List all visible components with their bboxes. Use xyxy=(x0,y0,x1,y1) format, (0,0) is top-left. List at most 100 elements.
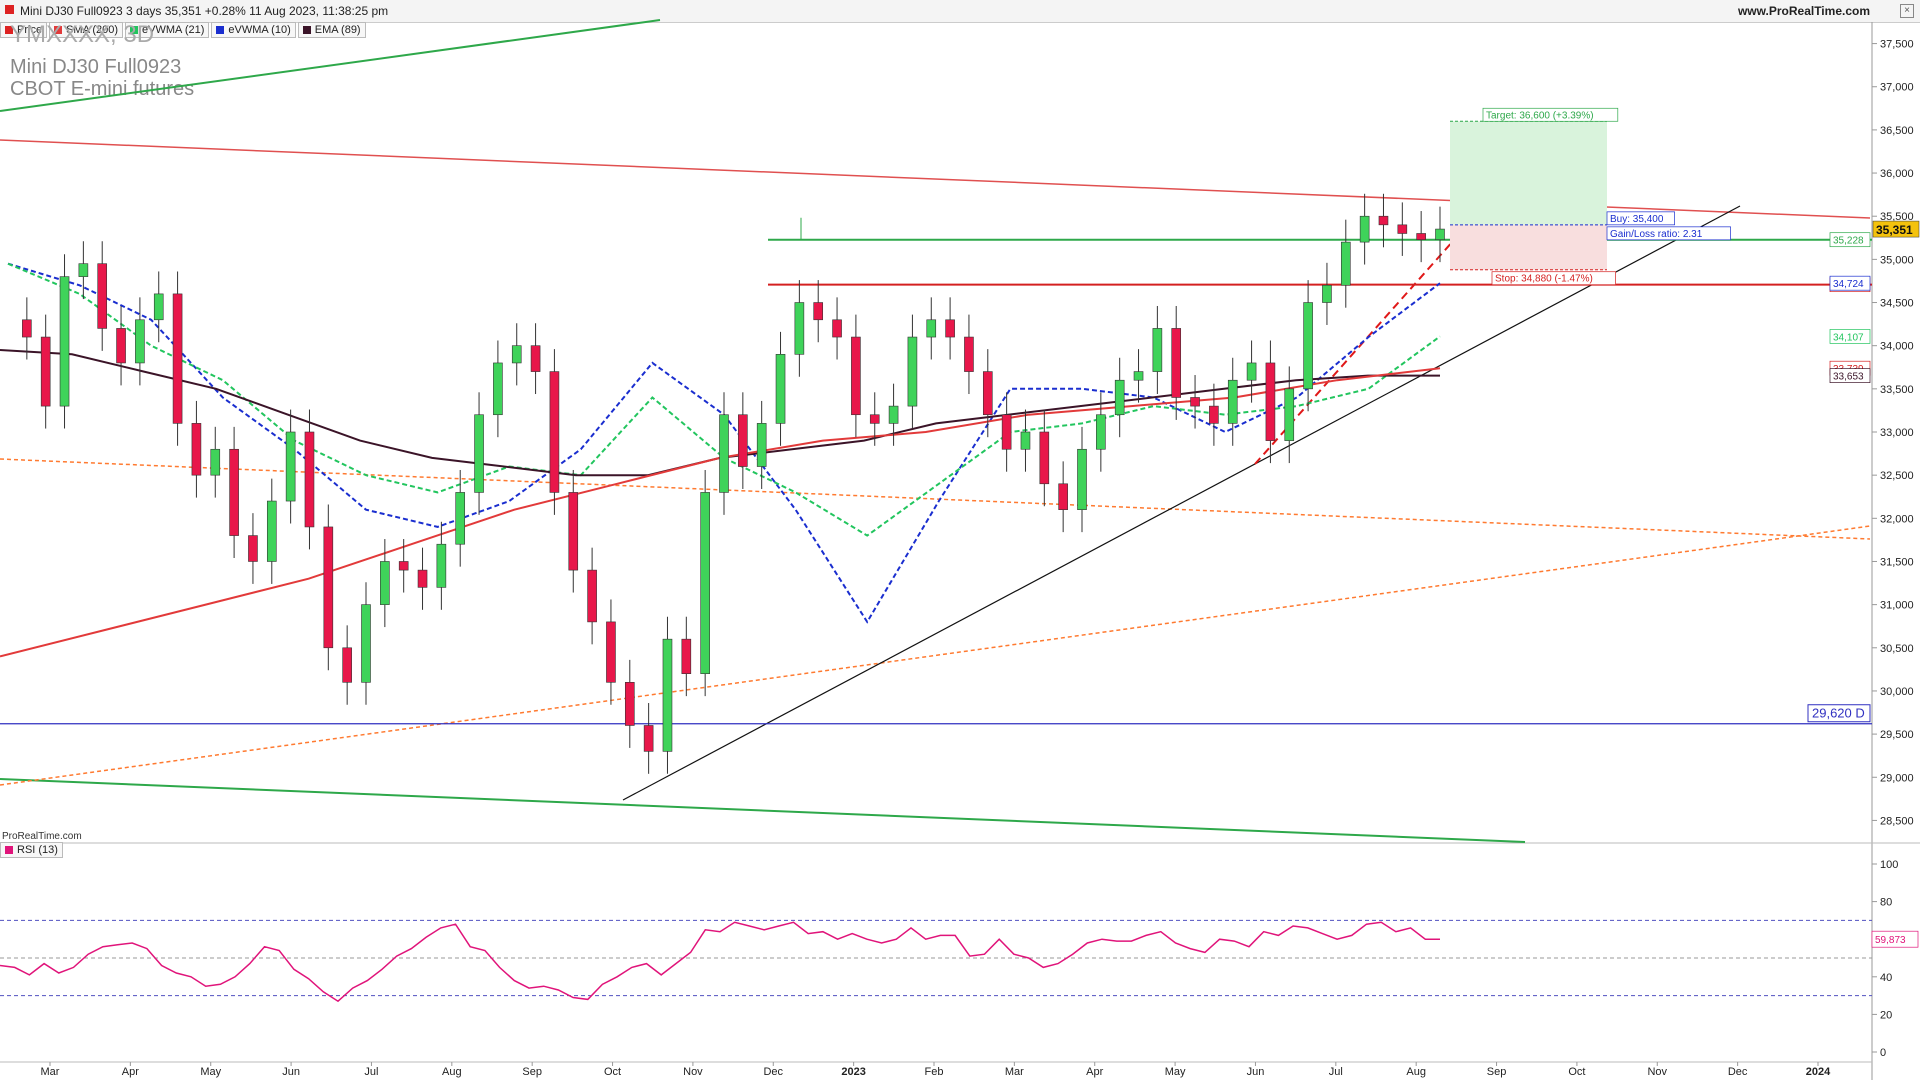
candle-body xyxy=(1378,215,1389,226)
price-tag-box xyxy=(1829,368,1871,383)
price-tick-label: 28,500 xyxy=(1880,815,1914,827)
candle-body xyxy=(700,492,710,674)
instrument-name: Mini DJ30 Full0923 xyxy=(10,56,182,78)
time-tick-label: Oct xyxy=(604,1066,621,1078)
ratio-label: Gain/Loss ratio: 2.31 xyxy=(1610,229,1703,240)
close-icon[interactable]: × xyxy=(1900,4,1914,18)
candle-body xyxy=(59,276,70,407)
candle-body xyxy=(1227,379,1238,424)
candle-body xyxy=(172,293,183,424)
stop-label-box xyxy=(1491,271,1616,286)
candle-body xyxy=(662,638,673,752)
chart-title: Mini DJ30 Full0923 3 days 35,351 +0.28% … xyxy=(20,4,389,18)
price-tick-label: 30,000 xyxy=(1880,686,1914,698)
ema89-swatch-icon xyxy=(302,26,311,34)
candle-body xyxy=(398,561,409,571)
price-tick-label: 34,000 xyxy=(1880,341,1914,353)
candle-body xyxy=(1303,302,1313,390)
time-tick-label: Jul xyxy=(1329,1066,1343,1078)
price-tick-label: 31,500 xyxy=(1880,556,1914,568)
candle-body xyxy=(1322,284,1332,303)
candle-body xyxy=(361,604,371,683)
legend-evwma21[interactable]: eVWMA (21) xyxy=(125,22,210,38)
candle-body xyxy=(248,535,258,562)
legend-evwma10[interactable]: eVWMA (10) xyxy=(211,22,296,38)
upper-green-channel-line xyxy=(0,19,661,112)
candle-body xyxy=(549,371,560,493)
candle-body xyxy=(1058,483,1068,510)
evwma10-swatch-icon xyxy=(216,26,225,34)
price-tick-label: 32,000 xyxy=(1880,513,1914,525)
buy-label-box xyxy=(1606,211,1675,226)
time-tick-label: Jun xyxy=(1247,1066,1265,1078)
time-tick-label: Mar xyxy=(41,1066,60,1078)
legend-price[interactable]: Price xyxy=(0,22,48,38)
orange-dotted-lower-line xyxy=(0,525,1871,786)
trade-setup-box[interactable]: Target: 36,600 (+3.39%) Buy: 35,400 Gain/L… xyxy=(1450,107,1731,286)
candle-body xyxy=(1020,431,1031,450)
time-tick-label: 2024 xyxy=(1806,1066,1831,1078)
candle-body xyxy=(116,328,126,364)
candle-body xyxy=(1114,379,1125,416)
legend-ema89[interactable]: EMA (89) xyxy=(297,22,366,38)
candle-body xyxy=(1209,405,1219,424)
time-tick-label: Nov xyxy=(1647,1066,1667,1078)
legend-label: eVWMA (21) xyxy=(142,24,205,36)
candle-body xyxy=(97,263,108,329)
candle-body xyxy=(210,448,221,476)
rsi-legend[interactable]: RSI (13) xyxy=(0,842,63,858)
candle-body xyxy=(568,492,579,571)
time-tick-label: Apr xyxy=(1086,1066,1103,1078)
candle-body xyxy=(1152,328,1163,372)
evwma21-swatch-icon xyxy=(130,26,139,34)
candle-body xyxy=(323,526,334,649)
candle-body xyxy=(1284,388,1295,441)
window-icon xyxy=(5,5,14,14)
sma-swatch-icon xyxy=(54,26,63,34)
time-tick-label: Sep xyxy=(522,1066,542,1078)
rsi-last-box xyxy=(1871,930,1919,948)
candle-body xyxy=(832,319,842,338)
candle-body xyxy=(681,638,692,674)
candle-body xyxy=(964,336,974,372)
rsi-line xyxy=(0,921,1440,1003)
candle-body xyxy=(794,302,805,355)
candle-body xyxy=(436,543,447,588)
time-tick-label: 2023 xyxy=(841,1066,865,1078)
time-tick-label: Nov xyxy=(683,1066,703,1078)
price-tick-label: 35,500 xyxy=(1880,211,1914,223)
black-uptrend-line xyxy=(622,205,1741,801)
candle-body xyxy=(229,448,239,536)
time-tick-label: Oct xyxy=(1568,1066,1585,1078)
candle-body xyxy=(474,414,484,493)
legend-sma200[interactable]: SMA (200) xyxy=(49,22,124,38)
instrument-symbol: YMXXXX, 3D xyxy=(10,21,155,48)
legend-label: eVWMA (10) xyxy=(228,24,291,36)
candle-body xyxy=(191,423,202,476)
price-tick-label: 35,000 xyxy=(1880,254,1914,266)
candle-body xyxy=(756,423,767,467)
site-link[interactable]: www.ProRealTime.com xyxy=(1737,4,1870,18)
price-tick-label: 36,500 xyxy=(1880,125,1914,137)
candle-body xyxy=(813,302,824,321)
price-tags: 35,22834,70734,72434,10733,73933,65335,3… xyxy=(1829,220,1920,383)
price-tick-label: 36,000 xyxy=(1880,168,1914,180)
time-tick-label: Mar xyxy=(1005,1066,1024,1078)
stop-zone xyxy=(1450,224,1607,270)
candle-body xyxy=(417,569,428,588)
time-tick-label: May xyxy=(1165,1066,1186,1078)
candle-body xyxy=(1039,431,1050,485)
candle-body xyxy=(530,345,541,372)
horizontal-levels: 29,620 D xyxy=(0,217,1872,725)
rsi-swatch-icon xyxy=(5,846,13,854)
candle-body xyxy=(455,492,466,545)
target-label: Target: 36,600 (+3.39%) xyxy=(1486,110,1594,121)
candle-body xyxy=(643,725,654,752)
candle-body xyxy=(40,336,51,407)
price-tick-label: 29,000 xyxy=(1880,772,1914,784)
time-tick-label: Dec xyxy=(1728,1066,1748,1078)
candle-body xyxy=(926,319,937,338)
candle-body xyxy=(1265,362,1276,441)
candle-body xyxy=(266,500,277,562)
